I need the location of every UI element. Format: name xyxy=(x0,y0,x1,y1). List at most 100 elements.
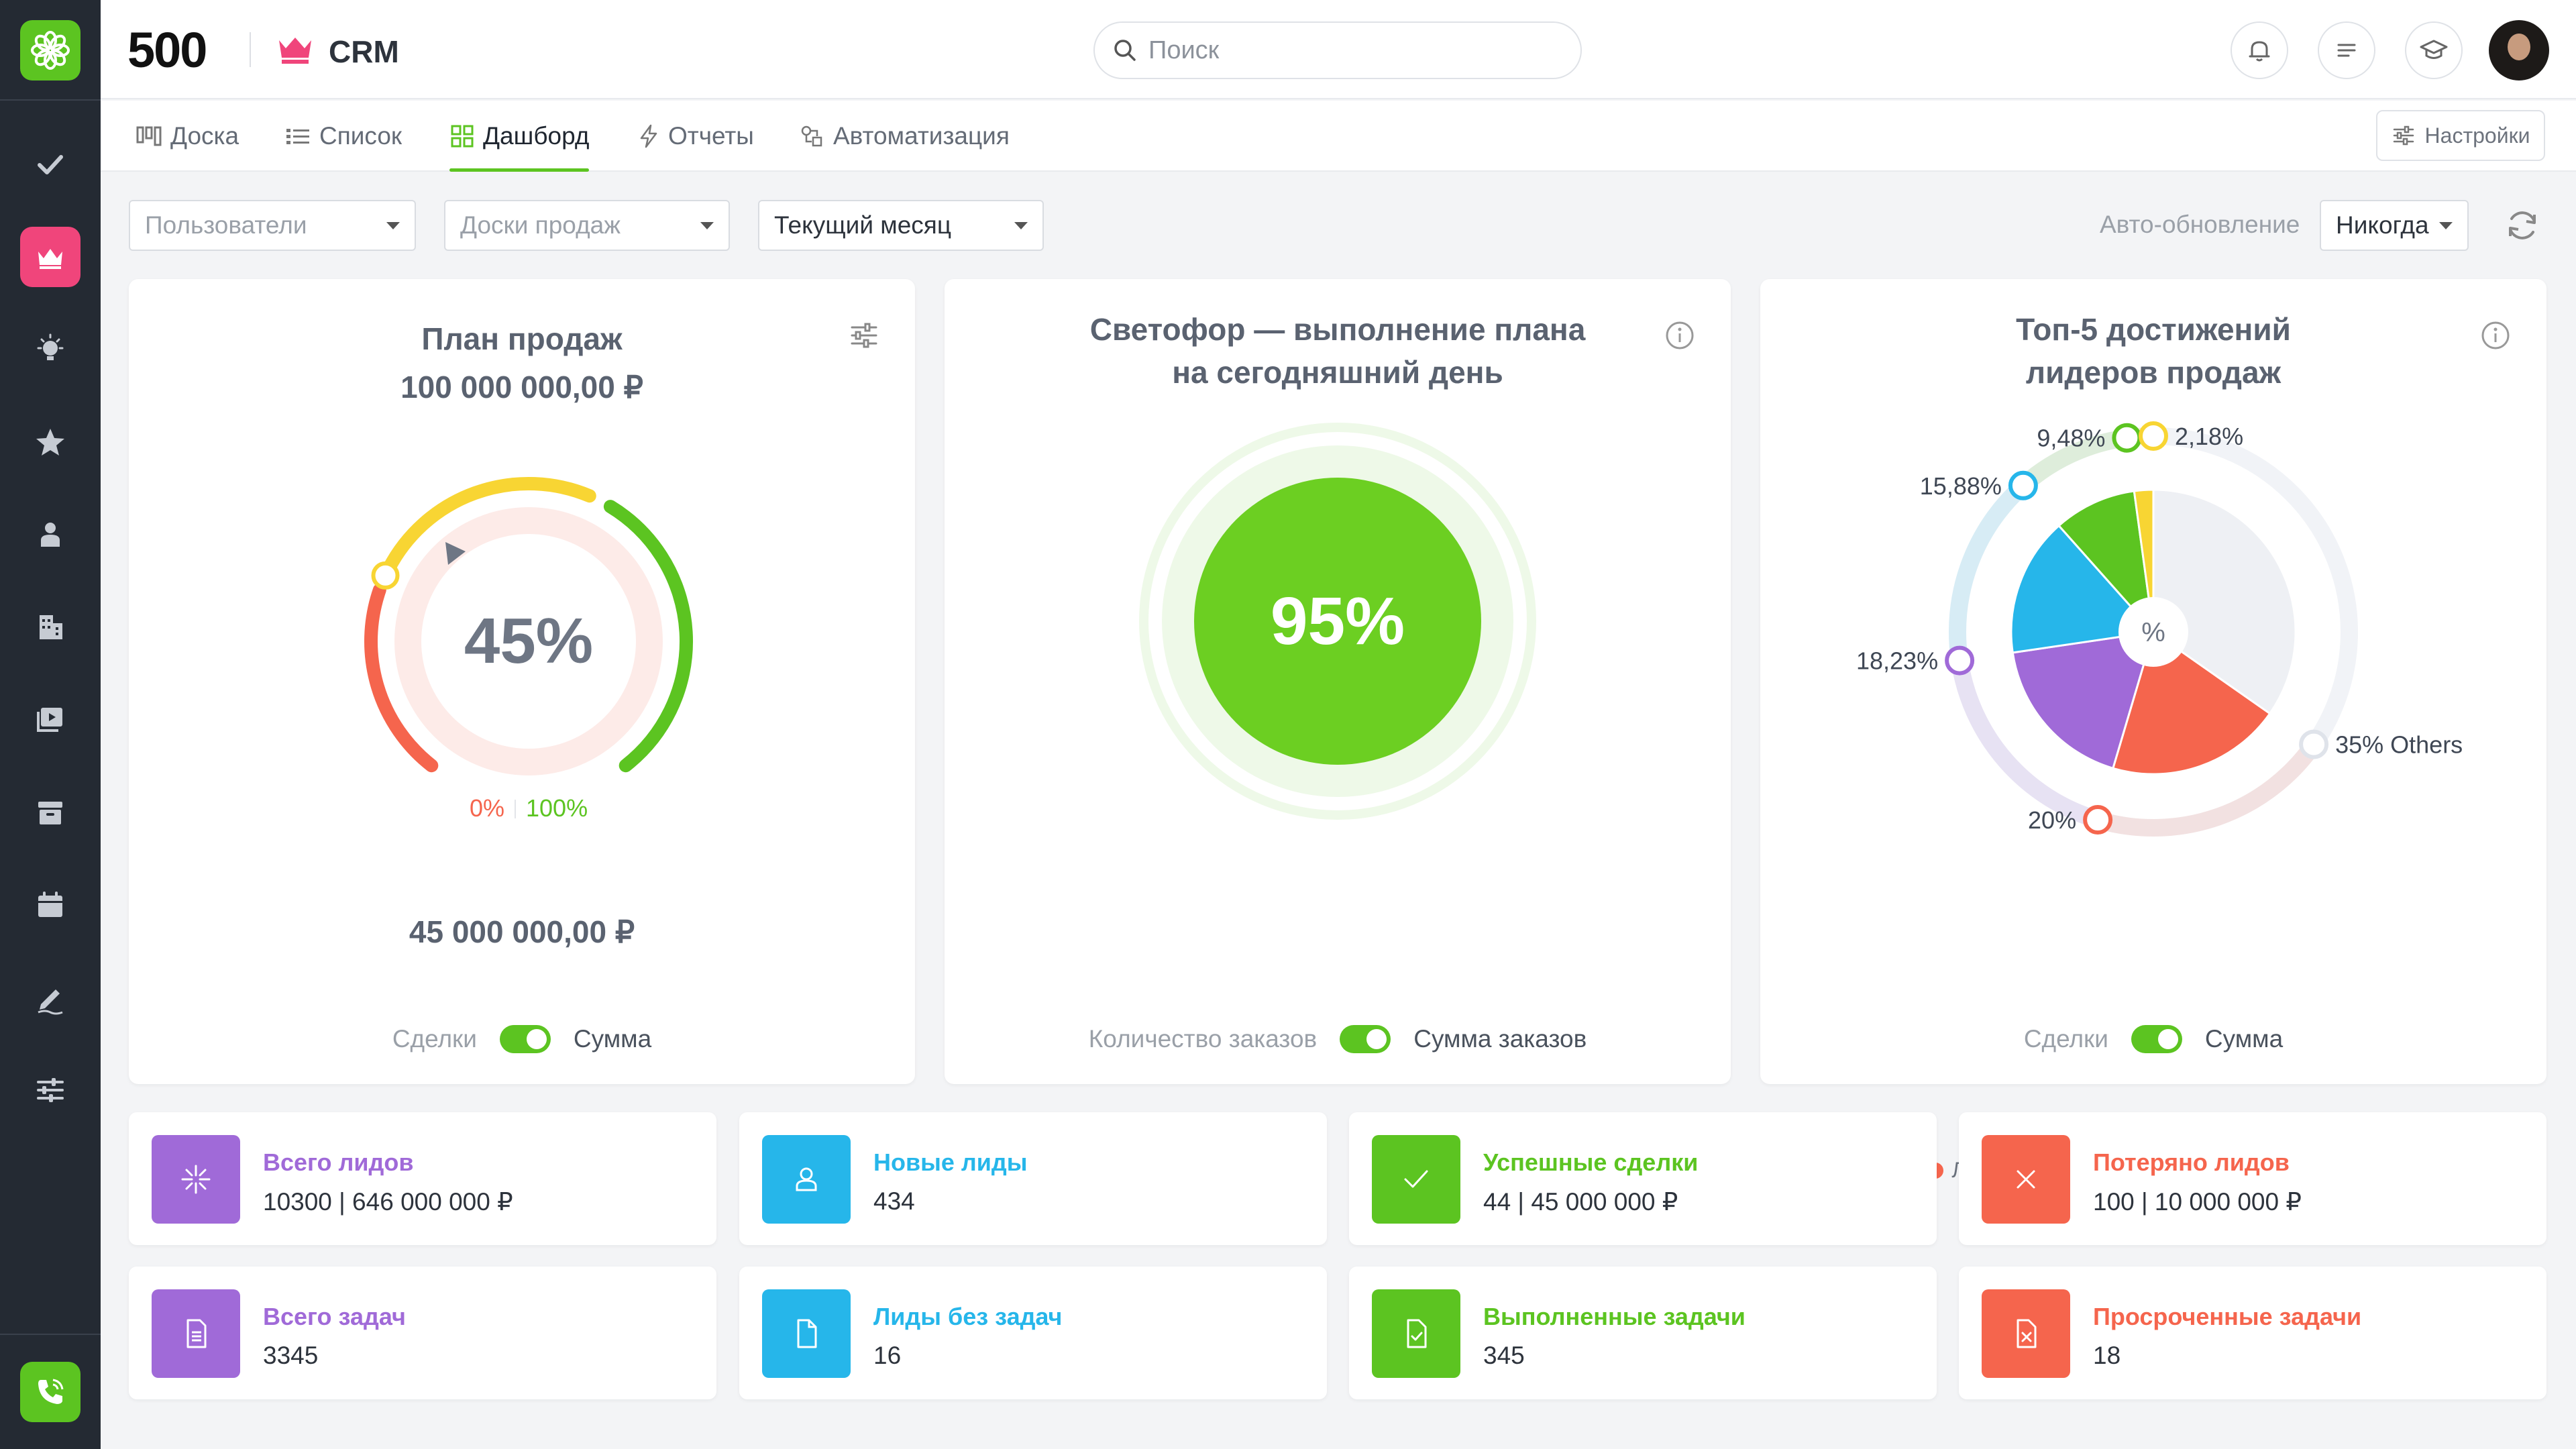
graduation-cap-icon xyxy=(2420,40,2448,59)
star-icon xyxy=(36,429,64,455)
sidebar-item-companies[interactable] xyxy=(20,597,80,657)
pie-center-label: % xyxy=(2141,618,2165,647)
sidebar-item-tasks[interactable] xyxy=(20,134,80,195)
stat-card-total-leads[interactable]: Всего лидов 10300 | 646 000 000 ₽ xyxy=(129,1112,716,1245)
pie-markers: 35% Others 20% 18,23% 15,88% 9,48% 2,18% xyxy=(1856,421,2463,835)
sidebar-item-notes[interactable] xyxy=(20,967,80,1028)
pie-slice[interactable] xyxy=(2011,631,2155,770)
tab-list[interactable]: Список xyxy=(284,101,402,172)
plan-amount: 100 000 000,00 ₽ xyxy=(400,370,643,405)
search-input[interactable] xyxy=(1148,36,1551,65)
user-avatar[interactable] xyxy=(2489,20,2549,80)
phone-button[interactable] xyxy=(20,1362,80,1422)
card-title-line1: Топ-5 достижений xyxy=(2016,312,2291,347)
sidebar-divider xyxy=(0,99,101,101)
tab-board[interactable]: Доска xyxy=(136,101,239,172)
top5-leaders-card: Топ-5 достижений лидеров продаж % 35% Ot… xyxy=(1760,279,2546,1226)
stat-card-leads-without-tasks[interactable]: Лиды без задач 16 xyxy=(739,1267,1327,1399)
refresh-icon[interactable] xyxy=(2502,205,2542,246)
tab-label: Отчеты xyxy=(668,122,754,150)
stat-title: Новые лиды xyxy=(873,1148,1028,1176)
gauge-min-label: 0% xyxy=(470,794,504,822)
app-logo[interactable] xyxy=(20,20,80,80)
sliders-icon xyxy=(37,1078,64,1102)
search-box[interactable] xyxy=(1093,21,1582,79)
pie-slice[interactable] xyxy=(2010,524,2155,654)
check-icon xyxy=(1404,1170,1428,1188)
orders-switch[interactable] xyxy=(1340,1025,1391,1053)
gauge-arc-red xyxy=(364,583,439,773)
period-select[interactable]: Текущий месяц xyxy=(758,200,1044,251)
gauge-arc-yellow xyxy=(382,477,596,576)
pie-marker xyxy=(2139,421,2168,451)
filter-settings-icon[interactable] xyxy=(848,319,880,352)
tab-reports[interactable]: Отчеты xyxy=(637,101,754,172)
deals-sum-switch[interactable] xyxy=(2131,1025,2182,1053)
brand-number: 500 xyxy=(127,22,207,78)
sidebar-item-ideas[interactable] xyxy=(20,319,80,380)
stat-value: 100 | 10 000 000 ₽ xyxy=(2093,1188,2302,1216)
gauge-max-label: 100% xyxy=(526,794,588,822)
info-icon[interactable] xyxy=(2479,319,2512,352)
notifications-button[interactable] xyxy=(2231,21,2288,79)
traffic-light-indicator: 95% xyxy=(1139,423,1536,820)
messages-button[interactable] xyxy=(2318,21,2375,79)
stat-card-overdue-tasks[interactable]: Просроченные задачи 18 xyxy=(1959,1267,2546,1399)
pie-slice[interactable] xyxy=(2111,630,2271,775)
toggle-label-orders-count: Количество заказов xyxy=(1088,1025,1318,1053)
toggle-label-deals: Сделки xyxy=(2023,1025,2108,1053)
boards-select[interactable]: Доски продаж xyxy=(444,200,730,251)
play-icon xyxy=(445,542,466,565)
auto-update-select[interactable]: Никогда xyxy=(2320,200,2469,251)
pie-marker xyxy=(2008,470,2038,500)
stat-title: Потеряно лидов xyxy=(2093,1148,2290,1176)
sidebar-divider xyxy=(0,1334,101,1335)
stat-title: Всего задач xyxy=(263,1303,406,1330)
crown-icon xyxy=(38,249,62,269)
pie-slice-label: 35% Others xyxy=(2335,731,2463,759)
toggle-label-orders-sum: Сумма заказов xyxy=(1413,1025,1587,1053)
sidebar-item-crm[interactable] xyxy=(20,227,80,287)
orders-toggle-row: Количество заказов Сумма заказов xyxy=(945,1025,1731,1053)
cross-icon xyxy=(2017,1170,2035,1189)
sidebar-item-favorites[interactable] xyxy=(20,412,80,472)
settings-button[interactable]: Настройки xyxy=(2376,110,2545,161)
pie-slice[interactable] xyxy=(2152,488,2297,715)
academy-button[interactable] xyxy=(2405,21,2463,79)
top-bar: 500 CRM xyxy=(101,0,2576,99)
chevron-down-icon xyxy=(386,221,400,229)
sidebar-item-calendar[interactable] xyxy=(20,875,80,935)
sidebar-item-contacts[interactable] xyxy=(20,504,80,565)
sidebar-item-archive[interactable] xyxy=(20,782,80,843)
top5-pie-chart: % 35% Others 20% 18,23% 15,88% 9,48% 2,18% xyxy=(1856,421,2463,837)
stat-card-total-tasks[interactable]: Всего задач 3345 xyxy=(129,1267,716,1399)
board-icon xyxy=(136,126,162,146)
sales-plan-card: План продаж 100 000 000,00 ₽ 45% 0% 100%… xyxy=(129,279,915,1084)
sidebar-item-media[interactable] xyxy=(20,690,80,750)
chevron-down-icon xyxy=(700,221,714,229)
users-select[interactable]: Пользователи xyxy=(129,200,416,251)
toggle-label-sum: Сумма xyxy=(573,1025,652,1053)
settings-label: Настройки xyxy=(2424,123,2530,148)
pie-marker xyxy=(2299,729,2329,759)
deals-sum-switch[interactable] xyxy=(499,1025,551,1053)
lightbulb-icon xyxy=(37,333,64,360)
gauge-progress-marker xyxy=(371,561,400,590)
pie-slice[interactable] xyxy=(2133,488,2155,633)
stat-card-new-leads[interactable]: Новые лиды 434 xyxy=(739,1112,1327,1245)
actual-amount: 45 000 000,00 ₽ xyxy=(409,914,635,949)
info-icon[interactable] xyxy=(1664,319,1696,352)
sidebar-item-settings[interactable] xyxy=(20,1060,80,1120)
tab-dashboard[interactable]: Дашборд xyxy=(449,101,590,172)
stat-card-lost-leads[interactable]: Потеряно лидов 100 | 10 000 000 ₽ xyxy=(1959,1112,2546,1245)
stat-card-successful-deals[interactable]: Успешные сделки 44 | 45 000 000 ₽ xyxy=(1349,1112,1937,1245)
tab-automation[interactable]: Автоматизация xyxy=(798,101,1010,172)
stat-card-completed-tasks[interactable]: Выполненные задачи 345 xyxy=(1349,1267,1937,1399)
stat-icon-box xyxy=(152,1135,240,1224)
app-name: CRM xyxy=(329,34,399,69)
pie-slice[interactable] xyxy=(2057,490,2155,635)
flower-logo-icon xyxy=(31,31,70,70)
crown-icon xyxy=(279,38,311,64)
pie-ring-segment xyxy=(2153,427,2358,750)
building-icon xyxy=(40,615,62,639)
